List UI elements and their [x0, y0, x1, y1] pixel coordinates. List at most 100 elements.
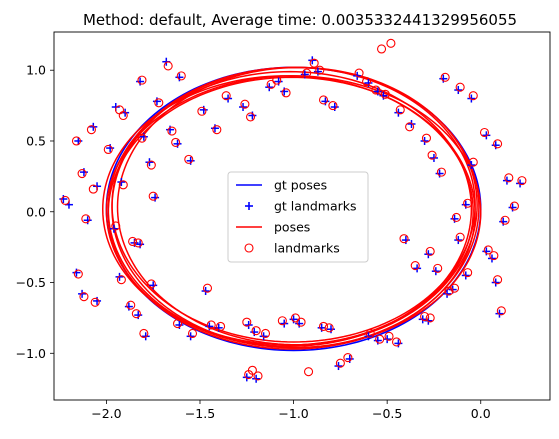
- landmark-point: [253, 371, 263, 381]
- landmark-point: [440, 72, 450, 82]
- landmark-point: [137, 133, 147, 143]
- landmark-point: [103, 144, 113, 155]
- landmark-point: [245, 112, 256, 122]
- gt-landmark-point: [259, 332, 268, 341]
- landmark-point: [375, 334, 385, 344]
- landmark-point: [371, 85, 381, 95]
- landmark-point: [221, 91, 231, 101]
- landmark-point: [167, 126, 177, 136]
- landmark-point: [436, 167, 446, 177]
- x-tick-label: −0.5: [372, 406, 402, 421]
- axes-frame: [53, 31, 551, 401]
- legend-marker-landmarks: [244, 243, 254, 253]
- series-markers: [59, 38, 527, 383]
- gt-landmark-point: [244, 320, 253, 329]
- landmark-point: [318, 95, 329, 105]
- y-tick-label: 0.5: [26, 133, 46, 148]
- gt-landmark-point: [420, 136, 429, 145]
- legend-box: [227, 171, 369, 263]
- legend: gt poses gt landmarks poses landmarks: [227, 171, 369, 263]
- landmark-point: [451, 212, 461, 222]
- gt-landmark-point: [418, 315, 427, 324]
- gt-landmark-point: [308, 56, 317, 65]
- landmark-point: [463, 198, 473, 208]
- landmark-point: [444, 286, 454, 296]
- y-tick-label: −1.0: [16, 346, 46, 361]
- landmark-point: [86, 125, 96, 135]
- landmark-point: [212, 125, 222, 135]
- landmark-point: [309, 58, 319, 68]
- landmark-point: [427, 150, 437, 160]
- landmark-point: [468, 91, 478, 101]
- gt-landmark-point: [467, 94, 476, 103]
- gt-landmark-point: [424, 250, 433, 259]
- gt-landmark-point: [115, 272, 124, 281]
- landmark-point: [79, 292, 89, 302]
- landmark-point: [496, 306, 506, 316]
- landmark-point: [328, 101, 338, 111]
- landmark-point: [489, 251, 499, 261]
- landmark-point: [126, 300, 136, 310]
- landmark-point: [184, 154, 194, 164]
- legend-label-gt-landmarks: gt landmarks: [274, 199, 357, 214]
- landmark-point: [425, 246, 435, 256]
- legend-label-landmarks: landmarks: [274, 241, 340, 256]
- x-tick-label: −2.0: [91, 406, 121, 421]
- landmark-point: [247, 365, 257, 375]
- landmark-point: [455, 232, 465, 242]
- gt-landmark-point: [461, 271, 470, 280]
- landmark-point: [463, 268, 473, 278]
- gt-landmark-point: [467, 161, 476, 170]
- x-tick-label: −1.5: [185, 406, 215, 421]
- x-axis: −2.0 −1.5 −1.0 −0.5 0.0: [91, 400, 491, 421]
- gt-landmark-point: [383, 335, 392, 344]
- landmark-point: [139, 328, 149, 339]
- landmark-point: [81, 214, 91, 224]
- poses-line: [111, 66, 476, 343]
- x-tick-label: 0.0: [471, 406, 491, 421]
- gt-landmark-point: [516, 179, 525, 188]
- gt-landmark-point: [364, 332, 373, 341]
- gt-landmark-point: [491, 278, 500, 287]
- landmark-point: [517, 176, 527, 186]
- landmark-point: [197, 106, 207, 116]
- landmark-point: [362, 76, 372, 87]
- landmark-point: [251, 326, 261, 336]
- gt-landmark-point: [265, 83, 274, 92]
- landmark-point: [493, 139, 503, 149]
- landmark-point: [154, 98, 164, 108]
- gt-landmark-point: [443, 289, 452, 298]
- landmark-point: [296, 317, 306, 327]
- landmark-point: [455, 82, 465, 92]
- landmark-point: [391, 337, 402, 347]
- x-tick-label: −1.0: [278, 406, 308, 421]
- landmark-point: [128, 236, 138, 247]
- landmark-point: [171, 137, 181, 147]
- gt-landmark-point: [454, 236, 463, 245]
- gt-landmark-point: [407, 120, 416, 128]
- landmark-point: [240, 99, 250, 109]
- gt-landmark-point: [89, 122, 98, 131]
- gt-landmark-point: [413, 264, 422, 273]
- landmark-point: [131, 309, 141, 319]
- landmark-point: [146, 160, 156, 170]
- landmark-point: [118, 180, 128, 190]
- landmark-point: [90, 297, 100, 307]
- landmark-point: [384, 331, 394, 341]
- gt-landmark-point: [353, 71, 362, 80]
- landmark-point: [206, 320, 216, 330]
- landmark-point: [399, 234, 409, 244]
- landmark-point: [386, 38, 396, 48]
- gt-landmark-point: [145, 158, 154, 167]
- gt-landmark-point: [239, 103, 248, 112]
- gt-landmark-point: [394, 108, 403, 117]
- gt-landmark-point: [78, 289, 87, 298]
- y-axis: −1.0 −0.5 0.0 0.5 1.0: [16, 63, 54, 361]
- gt-landmark-point: [74, 136, 83, 145]
- landmark-point: [410, 260, 420, 271]
- landmark-point: [433, 263, 443, 273]
- gt-landmark-point: [252, 374, 261, 383]
- landmark-point: [324, 323, 334, 333]
